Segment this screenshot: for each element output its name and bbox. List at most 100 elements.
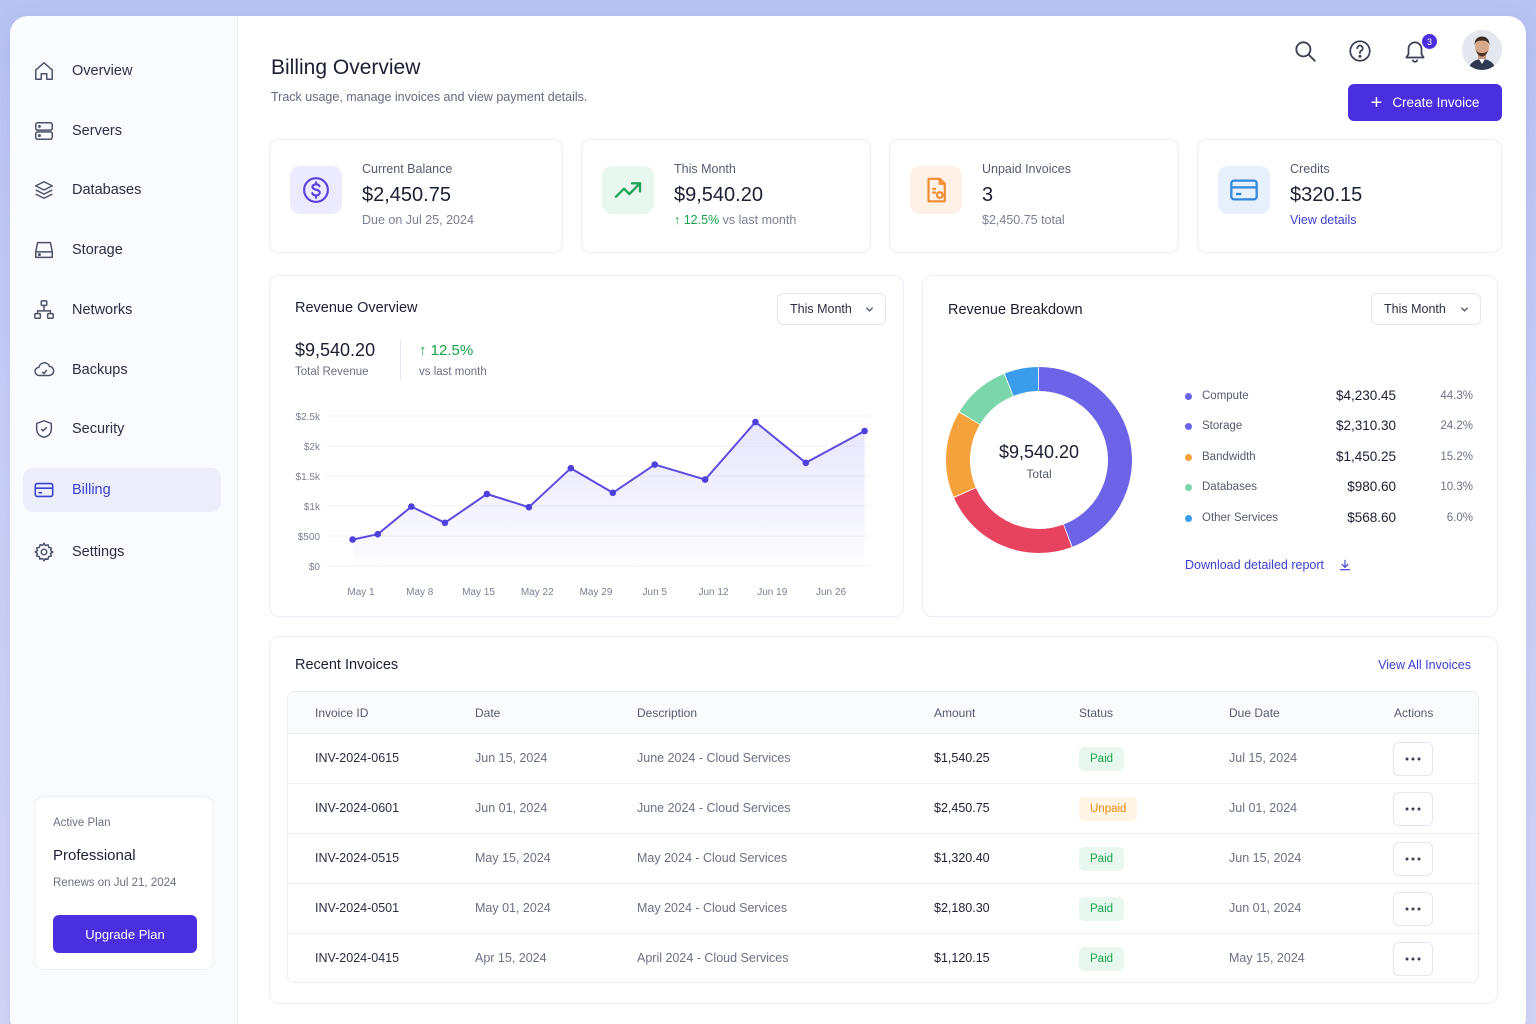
legend-pct: 6.0% xyxy=(1446,512,1473,524)
sidebar-item-security[interactable]: Security xyxy=(23,407,221,451)
database-icon xyxy=(35,181,53,199)
server-icon xyxy=(35,122,53,140)
view-all-invoices-link[interactable]: View All Invoices xyxy=(1378,658,1471,672)
y-tick-label: $1k xyxy=(304,502,321,513)
revenue-change-pct: 12.5% xyxy=(430,342,474,359)
y-tick-label: $0 xyxy=(309,562,321,573)
x-tick-label: Jun 12 xyxy=(698,587,728,598)
more-horizontal-icon xyxy=(1405,907,1421,911)
sidebar-item-label: Networks xyxy=(72,302,133,318)
more-horizontal-icon xyxy=(1405,857,1421,861)
legend-value: $980.60 xyxy=(1347,479,1396,494)
help-icon[interactable] xyxy=(1347,38,1373,64)
search-icon[interactable] xyxy=(1292,38,1318,64)
revenue-overview-panel: Revenue Overview This Month $9,540.20 To… xyxy=(269,275,904,617)
panel-title: Revenue Overview xyxy=(295,300,418,316)
active-plan-card: Active Plan Professional Renews on Jul 2… xyxy=(34,796,214,970)
x-tick-label: May 29 xyxy=(580,587,613,598)
legend-dot xyxy=(1185,393,1192,400)
sidebar-item-overview[interactable]: Overview xyxy=(23,49,221,93)
upgrade-plan-button[interactable]: Upgrade Plan xyxy=(53,915,197,953)
plan-renewal-date: Renews on Jul 21, 2024 xyxy=(53,877,177,889)
legend-pct: 44.3% xyxy=(1440,390,1473,402)
legend-pct: 15.2% xyxy=(1440,451,1473,463)
invoice-description: May 2024 - Cloud Services xyxy=(637,851,788,865)
avatar[interactable] xyxy=(1462,30,1502,70)
hard-drive-icon xyxy=(35,241,53,259)
bell-icon[interactable] xyxy=(1402,38,1428,64)
sidebar-item-backups[interactable]: Backups xyxy=(23,348,221,392)
sidebar-item-storage[interactable]: Storage xyxy=(23,228,221,272)
invoice-description: April 2024 - Cloud Services xyxy=(637,951,789,965)
total-revenue-label: Total Revenue xyxy=(295,366,369,378)
invoice-date: May 01, 2024 xyxy=(475,901,551,915)
legend-item-storage: Storage $2,310.30 24.2% xyxy=(1175,417,1473,437)
invoice-id: INV-2024-0415 xyxy=(315,951,400,965)
legend-dot xyxy=(1185,515,1192,522)
download-report-label: Download detailed report xyxy=(1185,558,1324,572)
column-header: Actions xyxy=(1394,706,1434,720)
legend-item-databases: Databases $980.60 10.3% xyxy=(1175,478,1473,498)
invoice-due-date: Jun 15, 2024 xyxy=(1229,851,1302,865)
plan-label: Active Plan xyxy=(53,817,111,829)
invoice-date: Jun 01, 2024 xyxy=(475,801,548,815)
legend-item-bandwidth: Bandwidth $1,450.25 15.2% xyxy=(1175,448,1473,468)
arrow-up-icon: ↑ xyxy=(674,213,681,227)
revenue-chart: $0 $500 $1k $1.5k $2k $2.5k May 1 May 8 May 15 Ma… xyxy=(296,412,870,598)
table-row[interactable]: INV-2024-0501 May 01, 2024 May 2024 - Cl… xyxy=(288,884,1478,934)
x-tick-label: May 1 xyxy=(347,587,375,598)
more-horizontal-icon xyxy=(1405,957,1421,961)
dropdown-value: This Month xyxy=(790,302,852,316)
status-badge: Unpaid xyxy=(1079,797,1138,821)
invoice-amount: $1,120.15 xyxy=(934,951,990,965)
table-row[interactable]: INV-2024-0415 Apr 15, 2024 April 2024 - … xyxy=(288,934,1478,982)
sidebar-item-billing[interactable]: Billing xyxy=(23,468,221,512)
data-point xyxy=(525,503,533,511)
sidebar-item-label: Databases xyxy=(72,182,142,198)
column-header: Amount xyxy=(934,706,976,720)
row-actions-button[interactable] xyxy=(1393,742,1433,776)
sidebar-item-label: Backups xyxy=(72,362,128,378)
stat-change-pct: 12.5% xyxy=(683,213,720,227)
credit-card-icon xyxy=(34,482,54,498)
sidebar-item-servers[interactable]: Servers xyxy=(23,109,221,153)
sidebar-item-databases[interactable]: Databases xyxy=(23,168,221,212)
home-icon xyxy=(35,62,53,80)
data-point xyxy=(483,490,491,498)
sidebar-item-settings[interactable]: Settings xyxy=(23,530,221,574)
panel-title: Revenue Breakdown xyxy=(948,302,1083,318)
create-invoice-button[interactable]: + Create Invoice xyxy=(1348,84,1502,121)
invoice-amount: $1,320.40 xyxy=(934,851,990,865)
download-report-link[interactable]: Download detailed report xyxy=(1185,558,1352,572)
page-subtitle: Track usage, manage invoices and view pa… xyxy=(271,90,588,104)
table-row[interactable]: INV-2024-0615 Jun 15, 2024 June 2024 - C… xyxy=(288,734,1478,784)
sidebar-item-networks[interactable]: Networks xyxy=(23,288,221,332)
network-icon xyxy=(34,300,54,319)
legend-name: Compute xyxy=(1202,390,1249,402)
row-actions-button[interactable] xyxy=(1393,942,1433,976)
breakdown-period-dropdown[interactable]: This Month xyxy=(1371,293,1481,325)
divider xyxy=(400,340,401,380)
revenue-change-label: vs last month xyxy=(419,366,487,378)
table-row[interactable]: INV-2024-0515 May 15, 2024 May 2024 - Cl… xyxy=(288,834,1478,884)
row-actions-button[interactable] xyxy=(1393,892,1433,926)
invoice-amount: $2,450.75 xyxy=(934,801,990,815)
invoice-date: Jun 15, 2024 xyxy=(475,751,548,765)
stat-sub: $2,450.75 total xyxy=(982,213,1065,227)
revenue-period-dropdown[interactable]: This Month xyxy=(777,293,886,325)
row-actions-button[interactable] xyxy=(1393,842,1433,876)
x-tick-label: May 22 xyxy=(521,587,554,598)
invoice-amount: $2,180.30 xyxy=(934,901,990,915)
invoice-id: INV-2024-0615 xyxy=(315,751,400,765)
invoice-due-date: Jul 15, 2024 xyxy=(1229,751,1298,765)
legend-name: Other Services xyxy=(1202,512,1279,524)
invoice-id: INV-2024-0515 xyxy=(315,851,400,865)
column-header: Date xyxy=(475,706,501,720)
legend-dot xyxy=(1185,484,1192,491)
chevron-down-icon xyxy=(1461,307,1468,312)
view-details-link[interactable]: View details xyxy=(1290,213,1357,227)
donut-center-label: Total xyxy=(1026,467,1051,481)
row-actions-button[interactable] xyxy=(1393,792,1433,826)
table-row[interactable]: INV-2024-0601 Jun 01, 2024 June 2024 - C… xyxy=(288,784,1478,834)
sidebar: Overview Servers Databases Storage Netwo… xyxy=(10,16,238,1024)
